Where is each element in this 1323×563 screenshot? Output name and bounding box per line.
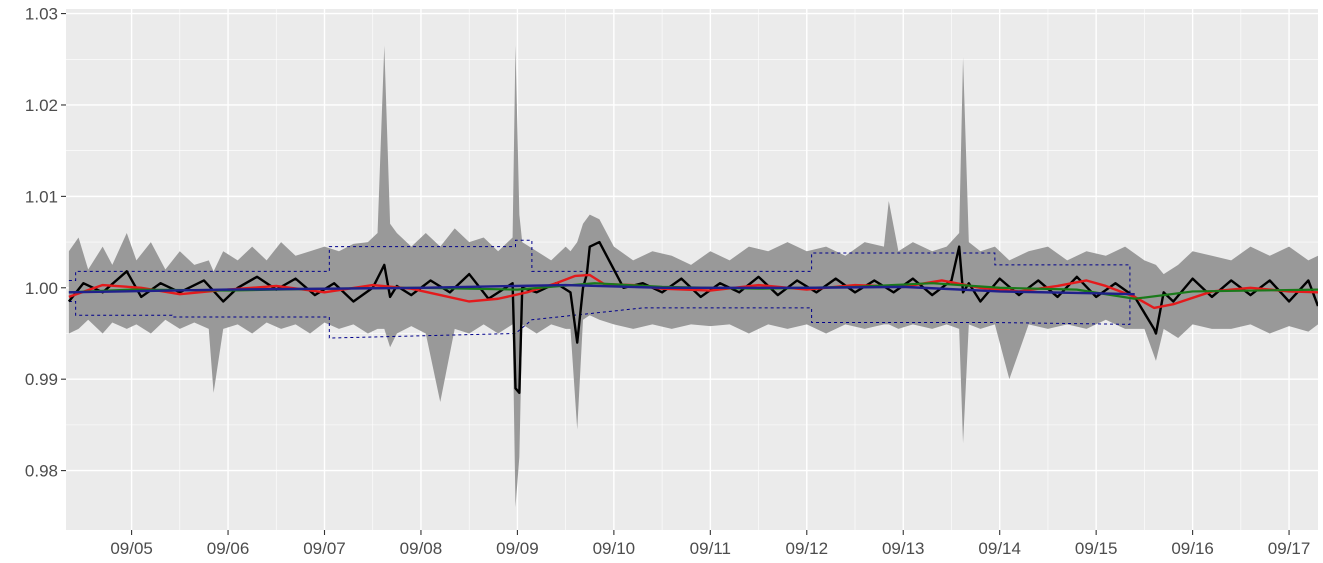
y-tick-label: 1.00: [25, 279, 58, 298]
x-tick-label: 09/15: [1075, 539, 1118, 558]
x-tick-label: 09/16: [1171, 539, 1214, 558]
series-line-raw: [67, 240, 1318, 395]
x-tick-label: 09/17: [1268, 539, 1311, 558]
x-tick-label: 09/10: [593, 539, 636, 558]
envelope-lower-dashed: [68, 292, 1131, 339]
x-tick-label: 09/12: [786, 539, 829, 558]
y-tick-label: 0.98: [25, 462, 58, 481]
x-tick-label: 09/07: [303, 539, 346, 558]
x-tick-label: 09/08: [400, 539, 443, 558]
x-tick-label: 09/06: [207, 539, 250, 558]
outer-band-area: [68, 45, 1318, 508]
x-tick-label: 09/05: [110, 539, 153, 558]
x-tick-label: 09/09: [496, 539, 539, 558]
y-tick-label: 0.99: [25, 370, 58, 389]
series-line-smooth-blue: [68, 283, 1135, 296]
x-tick-label: 09/13: [882, 539, 925, 558]
x-tick-label: 09/11: [690, 539, 731, 558]
envelope-upper-dashed: [68, 239, 1131, 293]
y-tick-label: 1.03: [25, 5, 58, 24]
plot-layers: [67, 45, 1318, 508]
x-tick-label: 09/14: [978, 539, 1021, 558]
y-tick-label: 1.01: [25, 187, 58, 206]
y-tick-label: 1.02: [25, 96, 58, 115]
